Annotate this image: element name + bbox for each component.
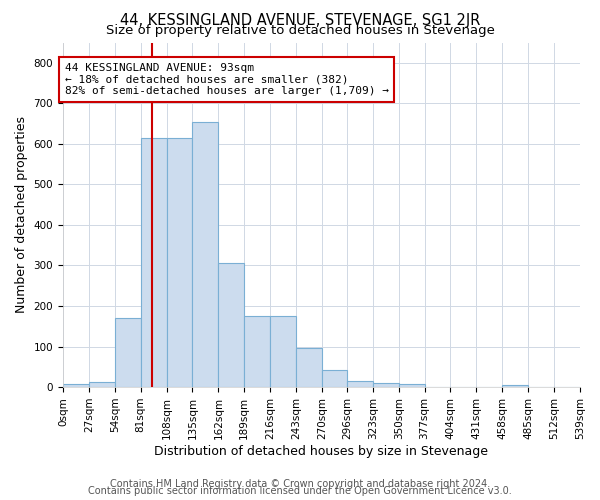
Bar [244, 316, 270, 387]
Bar [193, 122, 218, 387]
Bar [115, 318, 140, 387]
Bar [322, 370, 347, 387]
Bar [63, 384, 89, 387]
Bar [347, 381, 373, 387]
Text: Contains public sector information licensed under the Open Government Licence v3: Contains public sector information licen… [88, 486, 512, 496]
Bar [502, 385, 528, 387]
Text: Contains HM Land Registry data © Crown copyright and database right 2024.: Contains HM Land Registry data © Crown c… [110, 479, 490, 489]
Bar [398, 384, 425, 387]
Text: 44, KESSINGLAND AVENUE, STEVENAGE, SG1 2JR: 44, KESSINGLAND AVENUE, STEVENAGE, SG1 2… [120, 12, 480, 28]
Text: Size of property relative to detached houses in Stevenage: Size of property relative to detached ho… [106, 24, 494, 37]
X-axis label: Distribution of detached houses by size in Stevenage: Distribution of detached houses by size … [154, 444, 488, 458]
Bar [167, 138, 193, 387]
Bar [89, 382, 115, 387]
Text: 44 KESSINGLAND AVENUE: 93sqm
← 18% of detached houses are smaller (382)
82% of s: 44 KESSINGLAND AVENUE: 93sqm ← 18% of de… [65, 63, 389, 96]
Y-axis label: Number of detached properties: Number of detached properties [15, 116, 28, 314]
Bar [296, 348, 322, 387]
Bar [218, 264, 244, 387]
Bar [140, 138, 167, 387]
Bar [270, 316, 296, 387]
Bar [373, 383, 398, 387]
